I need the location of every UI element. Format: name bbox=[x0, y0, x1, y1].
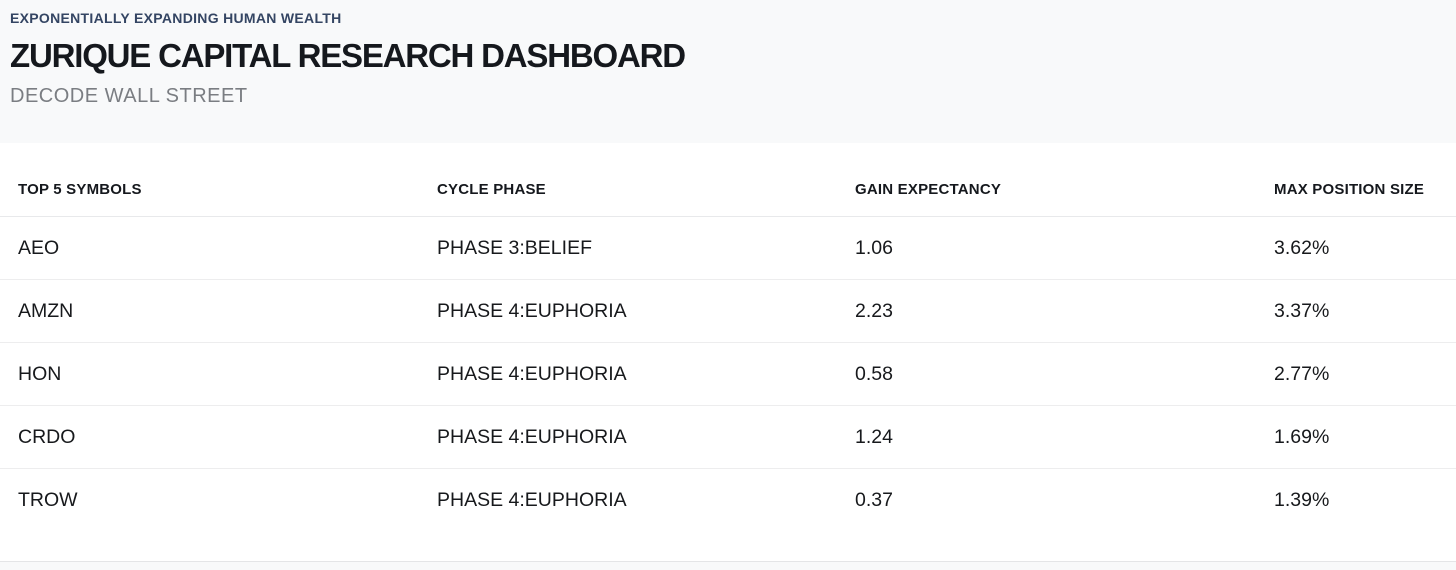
table-section: TOP 5 SYMBOLS CYCLE PHASE GAIN EXPECTANC… bbox=[0, 143, 1456, 561]
table-row: AEO PHASE 3:BELIEF 1.06 3.62% bbox=[0, 216, 1456, 280]
cell-max-position-size: 2.77% bbox=[1256, 342, 1456, 406]
cell-max-position-size: 1.39% bbox=[1274, 489, 1330, 511]
cell-max-position-size: 3.62% bbox=[1256, 216, 1456, 280]
cell-gain-expectancy: 1.24 bbox=[837, 405, 1256, 469]
cell-gain-expectancy: 2.23 bbox=[837, 279, 1256, 343]
masthead: EXPONENTIALLY EXPANDING HUMAN WEALTH ZUR… bbox=[0, 0, 1456, 143]
cell-max-position-size: 3.37% bbox=[1256, 279, 1456, 343]
table-row: CRDO PHASE 4:EUPHORIA 1.24 1.69% bbox=[0, 405, 1456, 469]
table-row: TROW PHASE 4:EUPHORIA 0.37 1.39% bbox=[0, 469, 1456, 532]
cell-cycle-phase: PHASE 4:EUPHORIA bbox=[419, 279, 837, 343]
table-row: HON PHASE 4:EUPHORIA 0.58 2.77% bbox=[0, 342, 1456, 406]
cell-max-position-size: 1.69% bbox=[1256, 405, 1456, 469]
col-header-symbols: TOP 5 SYMBOLS bbox=[0, 143, 419, 217]
cell-gain-expectancy: 0.58 bbox=[837, 342, 1256, 406]
cell-symbol: TROW bbox=[18, 489, 78, 511]
cell-cycle-phase: PHASE 4:EUPHORIA bbox=[419, 405, 837, 469]
cell-symbol: AEO bbox=[0, 216, 419, 280]
cell-cycle-phase: PHASE 4:EUPHORIA bbox=[437, 489, 627, 511]
cell-cycle-phase: PHASE 4:EUPHORIA bbox=[419, 342, 837, 406]
research-table: TOP 5 SYMBOLS CYCLE PHASE GAIN EXPECTANC… bbox=[0, 143, 1456, 531]
cell-symbol: HON bbox=[0, 342, 419, 406]
table-row: AMZN PHASE 4:EUPHORIA 2.23 3.37% bbox=[0, 279, 1456, 343]
cell-cycle-phase: PHASE 3:BELIEF bbox=[419, 216, 837, 280]
header-eyebrow: EXPONENTIALLY EXPANDING HUMAN WEALTH bbox=[10, 10, 342, 26]
page-subtitle: DECODE WALL STREET bbox=[10, 85, 248, 107]
col-header-gain-expectancy: GAIN EXPECTANCY bbox=[837, 143, 1256, 217]
col-header-cycle-phase: CYCLE PHASE bbox=[419, 143, 837, 217]
cell-gain-expectancy: 0.37 bbox=[855, 489, 893, 511]
cell-symbol: AMZN bbox=[0, 279, 419, 343]
col-header-max-position-size: MAX POSITION SIZE bbox=[1256, 143, 1456, 217]
cell-gain-expectancy: 1.06 bbox=[837, 216, 1256, 280]
cell-symbol: CRDO bbox=[0, 405, 419, 469]
page-title: ZURIQUE CAPITAL RESEARCH DASHBOARD bbox=[10, 37, 686, 74]
table-header-row: TOP 5 SYMBOLS CYCLE PHASE GAIN EXPECTANC… bbox=[0, 143, 1456, 217]
footer-divider bbox=[0, 561, 1456, 570]
